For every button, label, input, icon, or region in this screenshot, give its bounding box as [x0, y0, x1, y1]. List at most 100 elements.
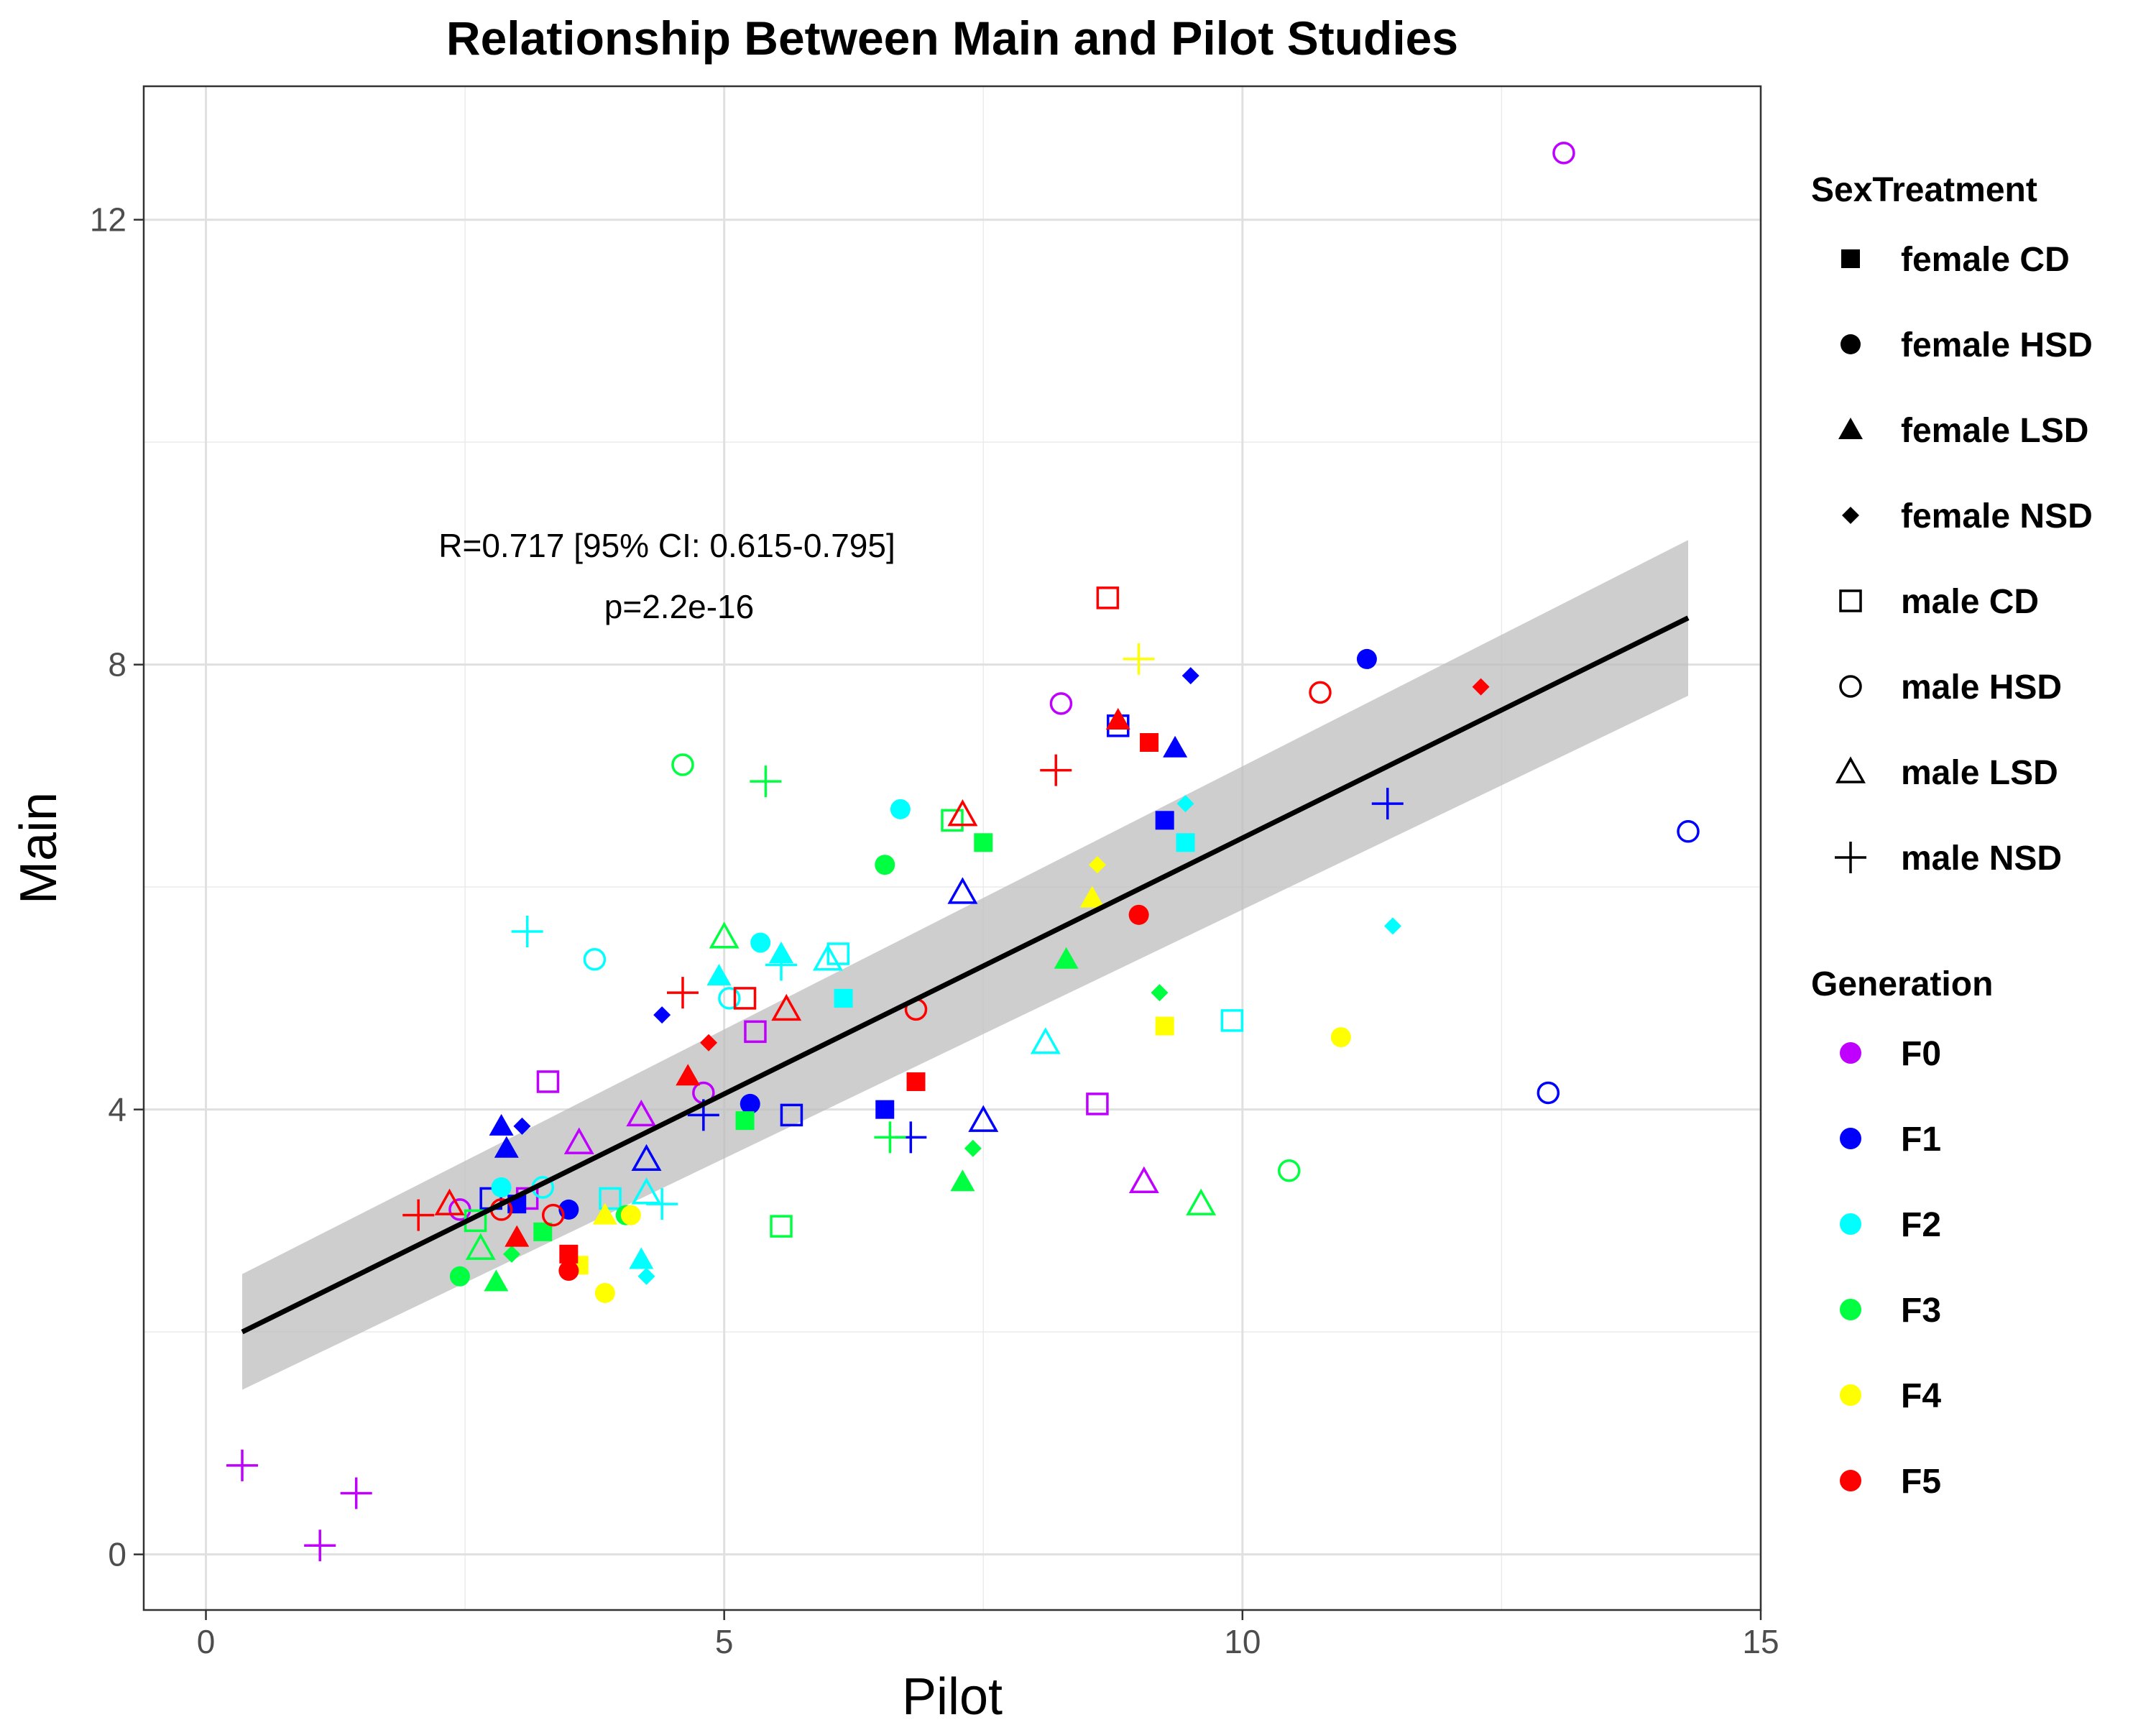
- legend-key-color: [1840, 1213, 1861, 1235]
- data-point: [513, 1117, 531, 1135]
- data-point: [771, 993, 802, 1021]
- data-point: [964, 1139, 982, 1157]
- data-point: [947, 799, 978, 827]
- x-tick-label: 15: [1742, 1623, 1779, 1660]
- legend: SexTreatment female CD female HSD female L…: [1811, 171, 2093, 1501]
- legend-generation-label: F2: [1901, 1206, 1941, 1244]
- data-point: [503, 1245, 521, 1263]
- data-point: [875, 855, 895, 875]
- legend-generation-title: Generation: [1811, 965, 1993, 1003]
- data-point: [653, 1006, 671, 1024]
- data-point: [1049, 692, 1073, 715]
- data-point: [505, 1225, 530, 1247]
- legend-generation-label: F3: [1901, 1292, 1941, 1330]
- y-tick-label: 4: [108, 1091, 126, 1128]
- data-point: [626, 1099, 657, 1127]
- legend-key-shape: [1835, 756, 1866, 783]
- legend-key-color: [1840, 1299, 1861, 1320]
- data-point: [449, 1266, 470, 1287]
- data-point: [629, 1247, 654, 1269]
- data-point: [646, 1188, 678, 1220]
- data-point: [765, 949, 798, 981]
- data-point: [1186, 1188, 1217, 1215]
- confidence-band: [242, 540, 1689, 1390]
- data-point: [541, 1203, 565, 1227]
- data-point: [1176, 795, 1194, 813]
- data-point: [733, 987, 757, 1010]
- data-point: [770, 1215, 793, 1238]
- data-point: [1371, 788, 1404, 820]
- data-point: [563, 1127, 594, 1154]
- legend-key-shape: [1842, 507, 1859, 524]
- data-point: [402, 1199, 435, 1231]
- x-axis-title: Pilot: [902, 1668, 1003, 1725]
- data-point: [906, 1072, 926, 1091]
- data-point: [735, 1111, 755, 1131]
- data-point: [583, 947, 607, 971]
- data-point: [667, 977, 699, 1009]
- data-point: [740, 1093, 760, 1114]
- data-point: [1086, 1092, 1109, 1116]
- data-point: [974, 833, 993, 852]
- y-tick-label: 8: [108, 646, 126, 684]
- data-point: [890, 799, 911, 819]
- data-point: [1040, 754, 1072, 786]
- legend-key-color: [1840, 1470, 1861, 1491]
- y-axis-title: Main: [10, 792, 68, 904]
- data-point: [1383, 917, 1401, 935]
- data-point: [1030, 1027, 1061, 1054]
- data-point: [1155, 1016, 1174, 1036]
- data-point: [1278, 1159, 1301, 1182]
- legend-generation-label: F0: [1901, 1035, 1941, 1073]
- data-point: [511, 916, 543, 948]
- data-point: [750, 932, 771, 953]
- legend-key-shape: [1841, 249, 1860, 268]
- data-point: [968, 1105, 999, 1132]
- data-point: [1128, 1166, 1159, 1193]
- data-point: [536, 1070, 560, 1093]
- data-point: [599, 1187, 622, 1210]
- legend-key-color: [1840, 1042, 1861, 1064]
- data-point: [700, 1034, 718, 1052]
- legend-key-shape: [1839, 675, 1862, 698]
- data-point: [947, 877, 978, 904]
- data-point: [637, 1267, 655, 1285]
- data-point: [558, 1261, 579, 1282]
- data-point: [1309, 681, 1332, 704]
- data-point: [592, 1202, 617, 1225]
- annotation-correlation: R=0.717 [95% CI: 0.615-0.795]: [438, 527, 895, 564]
- data-point: [434, 1188, 465, 1215]
- legend-sex-label: female CD: [1901, 241, 2070, 279]
- axis-ticks: 0 5 10 15 0 4 8 12: [90, 201, 1779, 1660]
- data-point: [484, 1269, 509, 1292]
- y-tick-label: 12: [90, 201, 126, 239]
- data-point: [718, 987, 741, 1010]
- data-point: [750, 765, 782, 798]
- legend-key-shape: [1838, 418, 1863, 439]
- data-point: [1330, 1027, 1351, 1048]
- data-point: [1123, 643, 1155, 675]
- x-tick-label: 10: [1224, 1623, 1261, 1660]
- data-point: [631, 1144, 662, 1172]
- annotation-pvalue: p=2.2e-16: [604, 588, 754, 625]
- data-point: [744, 1020, 767, 1044]
- legend-sex-label: female HSD: [1901, 326, 2093, 364]
- data-point: [950, 1169, 975, 1192]
- data-point: [1677, 820, 1700, 843]
- data-point: [465, 1233, 496, 1260]
- data-point: [1552, 142, 1575, 165]
- data-point: [1140, 732, 1159, 752]
- data-point: [1155, 811, 1174, 830]
- data-points: [226, 142, 1700, 1562]
- data-point: [676, 1064, 701, 1086]
- data-point: [1181, 667, 1199, 685]
- plot-background: [144, 86, 1761, 1610]
- legend-sex-label: male HSD: [1901, 668, 2062, 707]
- legend-generation-items: F0 F1 F2 F3 F4 F5: [1840, 1035, 1941, 1501]
- data-point: [340, 1477, 372, 1509]
- y-tick-label: 0: [108, 1536, 126, 1573]
- legend-sex-label: male NSD: [1901, 840, 2062, 878]
- legend-sex-label: male LSD: [1901, 754, 2058, 792]
- data-point: [1128, 904, 1149, 925]
